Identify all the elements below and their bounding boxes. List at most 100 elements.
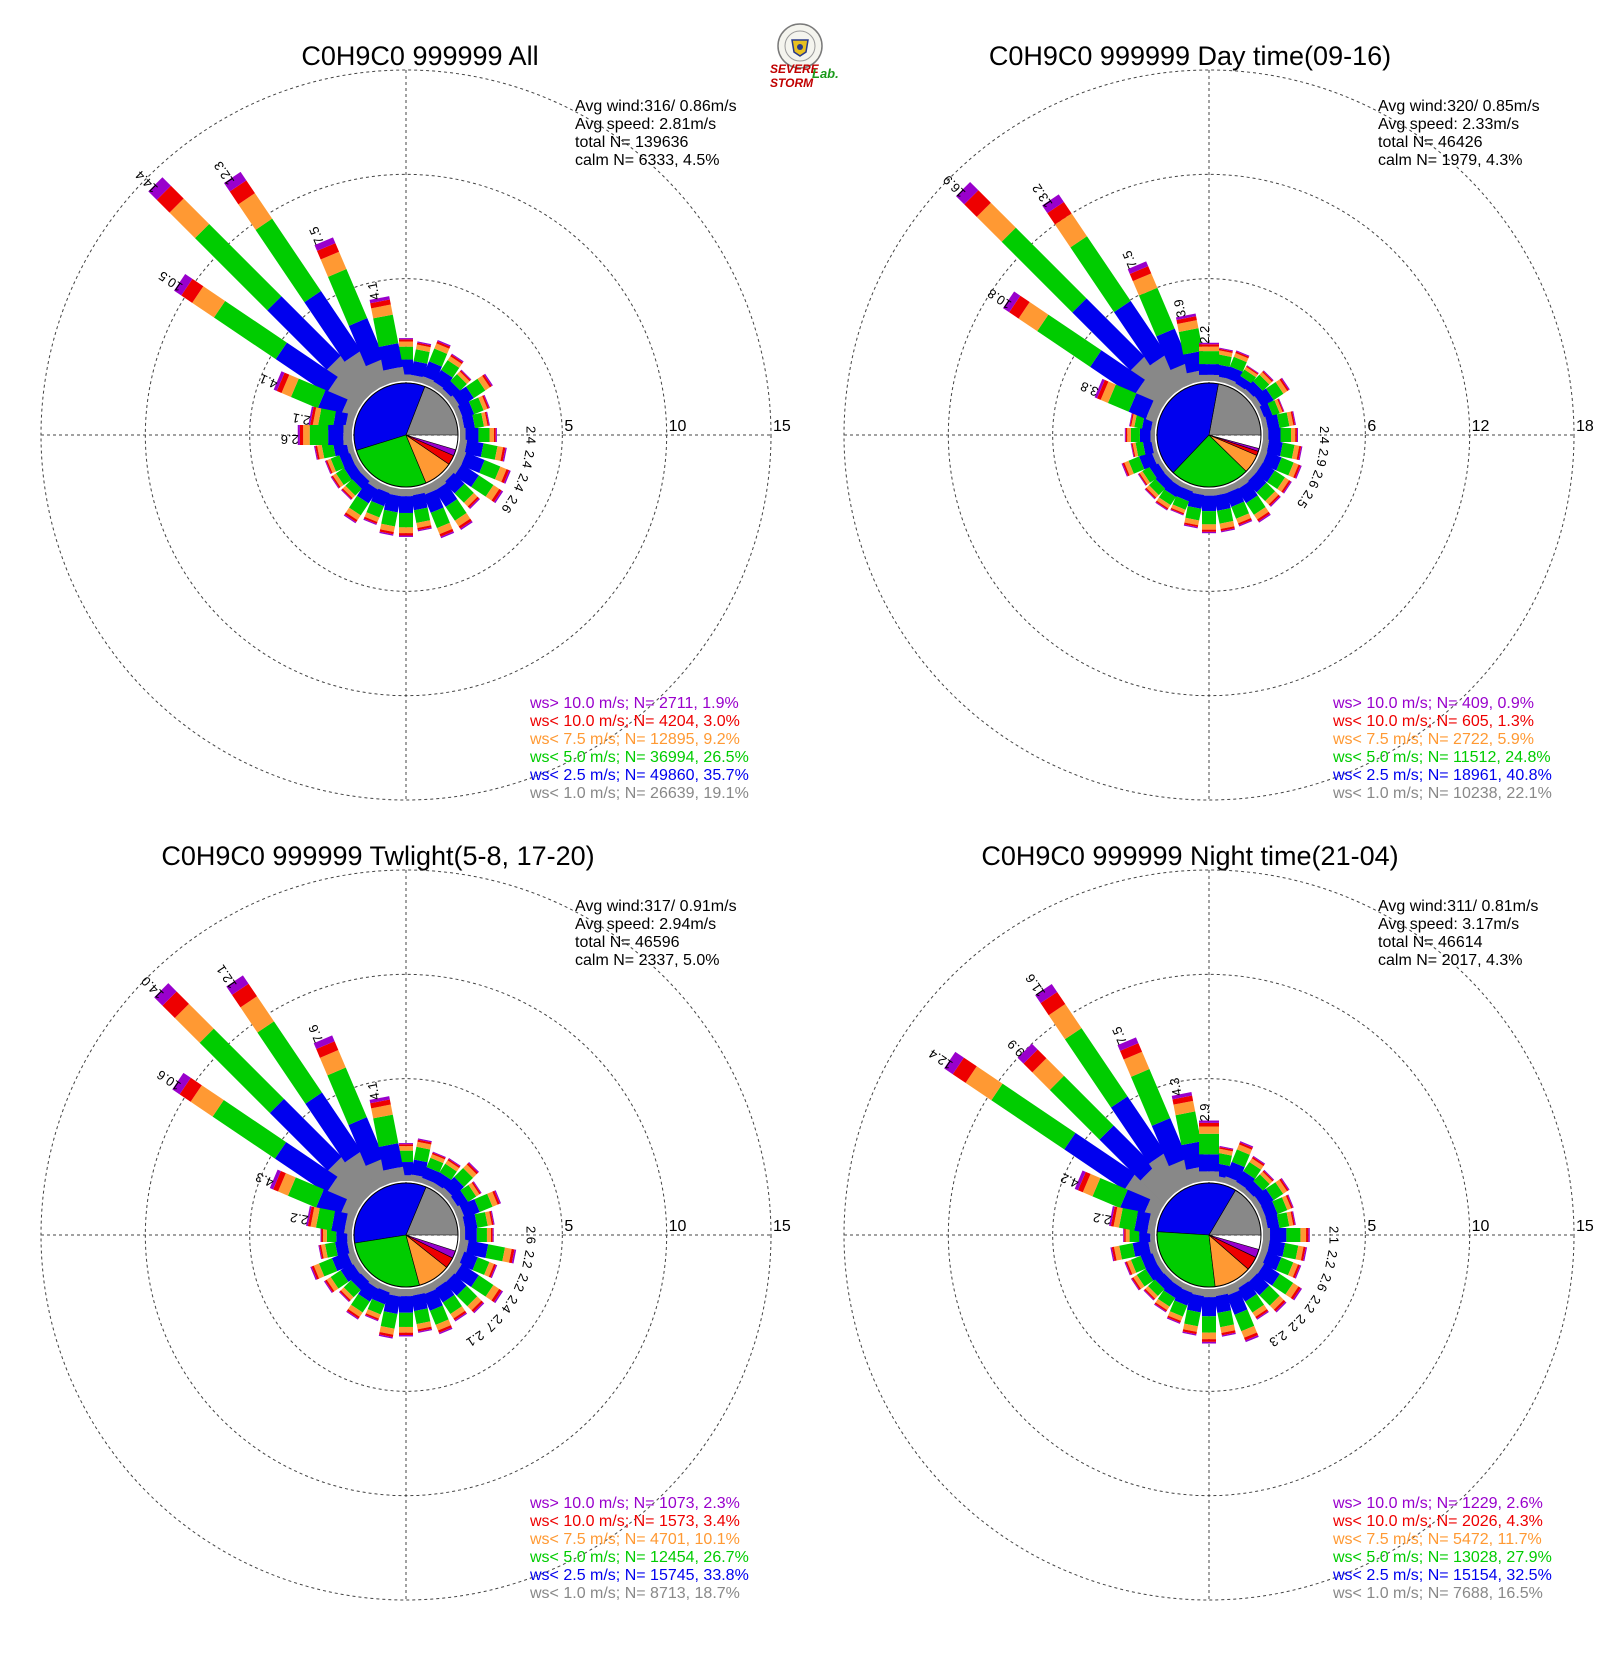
petal-segment [1169,1300,1188,1317]
petal-segment [1118,1208,1139,1231]
petal-segment [1270,1228,1287,1242]
legend-entry: ws> 10.0 m/s; N= 1073, 2.3% [529,1495,740,1512]
petal-segment [320,251,347,277]
petal-segment [1263,1169,1275,1181]
petal-segment [439,1163,457,1180]
ring-label: 10 [1472,1218,1490,1235]
petal-segment [1220,528,1235,533]
petal-segment [462,414,476,431]
petal-segment [454,1264,479,1287]
legend-entry: ws< 2.5 m/s; N= 15154, 32.5% [1332,1567,1552,1584]
petal-segment [310,1206,320,1228]
petal-segment [1265,491,1279,505]
petal-segment [343,1213,355,1235]
minor-wind-petal [1250,1177,1290,1211]
petal-segment [324,1279,335,1293]
petal-segment [331,1251,353,1272]
petal-segment [366,1309,381,1319]
petal-segment [1144,488,1156,500]
legend-entry: ws< 2.5 m/s; N= 49860, 35.7% [529,767,749,784]
petal-value-label: 2.6 [523,1226,538,1244]
petal-segment [1199,342,1219,345]
wind-petal [955,181,1178,404]
petal-segment [464,440,484,458]
petal-segment [494,466,507,483]
minor-wind-petal [379,486,403,536]
petal-segment [399,535,413,537]
petal-segment [503,470,511,484]
petal-segment [493,490,504,504]
petal-segment [321,1228,324,1242]
petal-segment [356,481,378,504]
petal-segment [365,1313,379,1321]
wind-rose-panel-4: C0H9C0 999999 Night time(21-04)5 10 1512.4… [843,841,1594,1602]
petal-segment [1286,411,1294,427]
ring-label: 5 [564,1218,573,1235]
petal-segment [1157,1290,1176,1307]
petal-segment [1233,352,1249,363]
petal-segment [1219,521,1235,529]
petal-segment [489,1210,494,1226]
petal-segment [409,1286,425,1296]
petal-segment [1124,460,1134,476]
petal-segment [1176,316,1197,324]
petal-segment [257,1021,322,1104]
petal-segment [474,1212,488,1228]
petal-segment [1107,384,1137,412]
petal-segment [976,202,1016,242]
minor-wind-petal [420,340,451,388]
petal-segment [199,1028,284,1113]
range-ring [1052,1078,1366,1392]
petal-segment [482,374,492,388]
petal-segment [416,342,431,348]
petal-segment [1154,1303,1167,1313]
petal-segment [471,1300,484,1313]
wind-petal [1002,291,1170,414]
stat-avg-speed: Avg speed: 2.94m/s [575,916,716,933]
petal-segment [1265,414,1280,431]
petal-segment [1168,1311,1183,1321]
petal-segment [492,1228,494,1242]
petal-segment [1202,1297,1216,1317]
petal-segment [240,996,274,1033]
petal-segment [1267,1239,1286,1257]
petal-segment [308,406,314,427]
petal-segment [463,1164,477,1178]
petal-segment [1272,1273,1294,1295]
petal-segment [1009,295,1030,319]
petal-segment [1143,1289,1155,1301]
petal-segment [1285,1282,1299,1299]
petal-segment [1262,370,1274,382]
petal-value-label: 7.5 [1109,1024,1130,1047]
petal-segment [1173,1100,1196,1116]
petal-segment [379,529,394,535]
petal-segment [303,425,310,445]
petal-segment [195,224,282,311]
petal-value-label: 7.5 [306,224,327,247]
petal-value-label: 4.1 [364,281,382,302]
pie-outline [1156,382,1262,488]
petal-segment [491,1288,502,1303]
petal-segment [371,304,393,319]
petal-segment [965,1066,1003,1101]
petal-segment [432,1151,446,1158]
petal-segment [435,1319,451,1331]
minor-wind-petal [1263,428,1298,442]
petal-segment [484,411,490,426]
petal-segment [468,1162,479,1173]
legend-entry: ws< 5.0 m/s; N= 12454, 26.7% [529,1549,749,1566]
petal-segment [399,1150,413,1163]
petal-segment [485,1284,500,1301]
petal-segment [454,1312,468,1322]
petal-segment [317,444,325,460]
stat-calm: calm N= 6333, 4.5% [575,152,720,169]
petal-segment [433,1281,455,1303]
petal-segment [436,341,451,349]
legend-entry: ws< 1.0 m/s; N= 10238, 22.1% [1332,785,1552,802]
petal-segment [1253,1174,1270,1191]
petal-segment [417,341,432,346]
petal-segment [488,1263,497,1278]
petal-segment [1218,348,1233,354]
petal-segment [318,1258,338,1277]
petal-value-label: 2.6 [281,432,299,447]
